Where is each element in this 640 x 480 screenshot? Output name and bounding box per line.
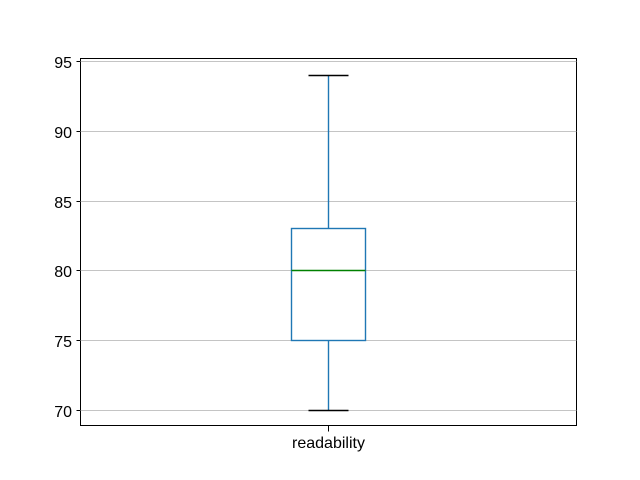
svg-text:90: 90 xyxy=(54,125,72,142)
svg-text:95: 95 xyxy=(54,55,72,72)
svg-text:80: 80 xyxy=(54,264,72,281)
svg-text:readability: readability xyxy=(292,435,365,452)
svg-text:75: 75 xyxy=(54,334,72,351)
svg-text:85: 85 xyxy=(54,195,72,212)
svg-text:70: 70 xyxy=(54,404,72,421)
